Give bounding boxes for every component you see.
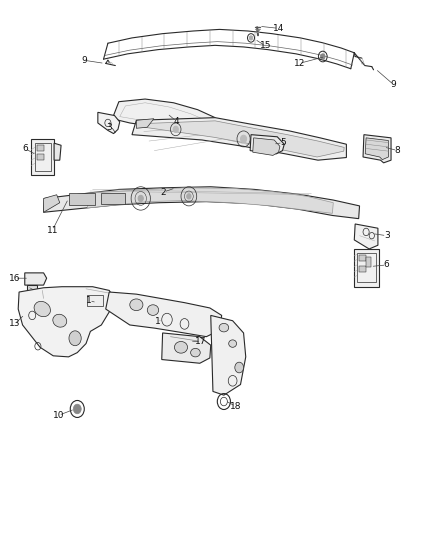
Circle shape (69, 331, 81, 346)
Polygon shape (144, 121, 343, 157)
Text: 3: 3 (106, 123, 112, 132)
Ellipse shape (34, 301, 50, 317)
Text: 1: 1 (154, 317, 160, 326)
Polygon shape (43, 195, 60, 212)
Text: 5: 5 (279, 138, 285, 147)
Text: 18: 18 (230, 402, 241, 411)
Text: 3: 3 (383, 231, 389, 240)
Circle shape (320, 54, 324, 59)
Text: 15: 15 (259, 42, 271, 51)
Circle shape (234, 362, 243, 373)
Ellipse shape (130, 299, 143, 311)
Ellipse shape (219, 324, 228, 332)
Text: 14: 14 (272, 24, 284, 33)
Polygon shape (87, 188, 332, 213)
Polygon shape (353, 224, 377, 249)
Polygon shape (252, 138, 279, 156)
Polygon shape (54, 143, 61, 160)
Polygon shape (250, 135, 284, 154)
Bar (37, 145, 44, 151)
Text: 12: 12 (293, 59, 304, 68)
Circle shape (138, 195, 143, 201)
Polygon shape (106, 292, 221, 337)
Polygon shape (112, 99, 215, 131)
Text: 10: 10 (53, 411, 64, 420)
Polygon shape (136, 119, 153, 128)
Text: 4: 4 (173, 117, 179, 126)
Polygon shape (98, 112, 120, 134)
Bar (365, 257, 371, 266)
Circle shape (249, 36, 252, 40)
Circle shape (173, 126, 178, 133)
Polygon shape (353, 249, 378, 287)
Polygon shape (43, 187, 359, 219)
Text: 6: 6 (383, 261, 389, 269)
Text: 1: 1 (86, 296, 92, 305)
Bar (87, 295, 103, 306)
Text: 11: 11 (46, 226, 58, 235)
Polygon shape (18, 287, 114, 357)
Text: 17: 17 (195, 337, 206, 346)
Text: 16: 16 (9, 273, 21, 282)
Polygon shape (132, 118, 346, 160)
Text: 9: 9 (81, 56, 87, 64)
Ellipse shape (174, 342, 187, 353)
Text: 2: 2 (160, 188, 166, 197)
Polygon shape (210, 316, 245, 395)
Text: 6: 6 (22, 144, 28, 153)
Polygon shape (25, 273, 46, 285)
Bar (37, 155, 44, 160)
Polygon shape (364, 138, 388, 160)
Text: 8: 8 (394, 146, 399, 155)
Polygon shape (27, 285, 36, 294)
Text: 9: 9 (390, 80, 396, 89)
Circle shape (73, 404, 81, 414)
Ellipse shape (228, 340, 236, 348)
Circle shape (186, 193, 191, 199)
Polygon shape (161, 333, 210, 364)
Polygon shape (362, 135, 390, 163)
Bar (358, 266, 365, 272)
Ellipse shape (53, 314, 67, 327)
Polygon shape (31, 139, 54, 175)
Bar (358, 255, 365, 261)
Bar (68, 193, 95, 205)
Bar (101, 193, 125, 204)
Ellipse shape (147, 305, 158, 316)
Text: 13: 13 (9, 319, 21, 328)
Circle shape (240, 135, 246, 143)
Ellipse shape (190, 349, 200, 357)
